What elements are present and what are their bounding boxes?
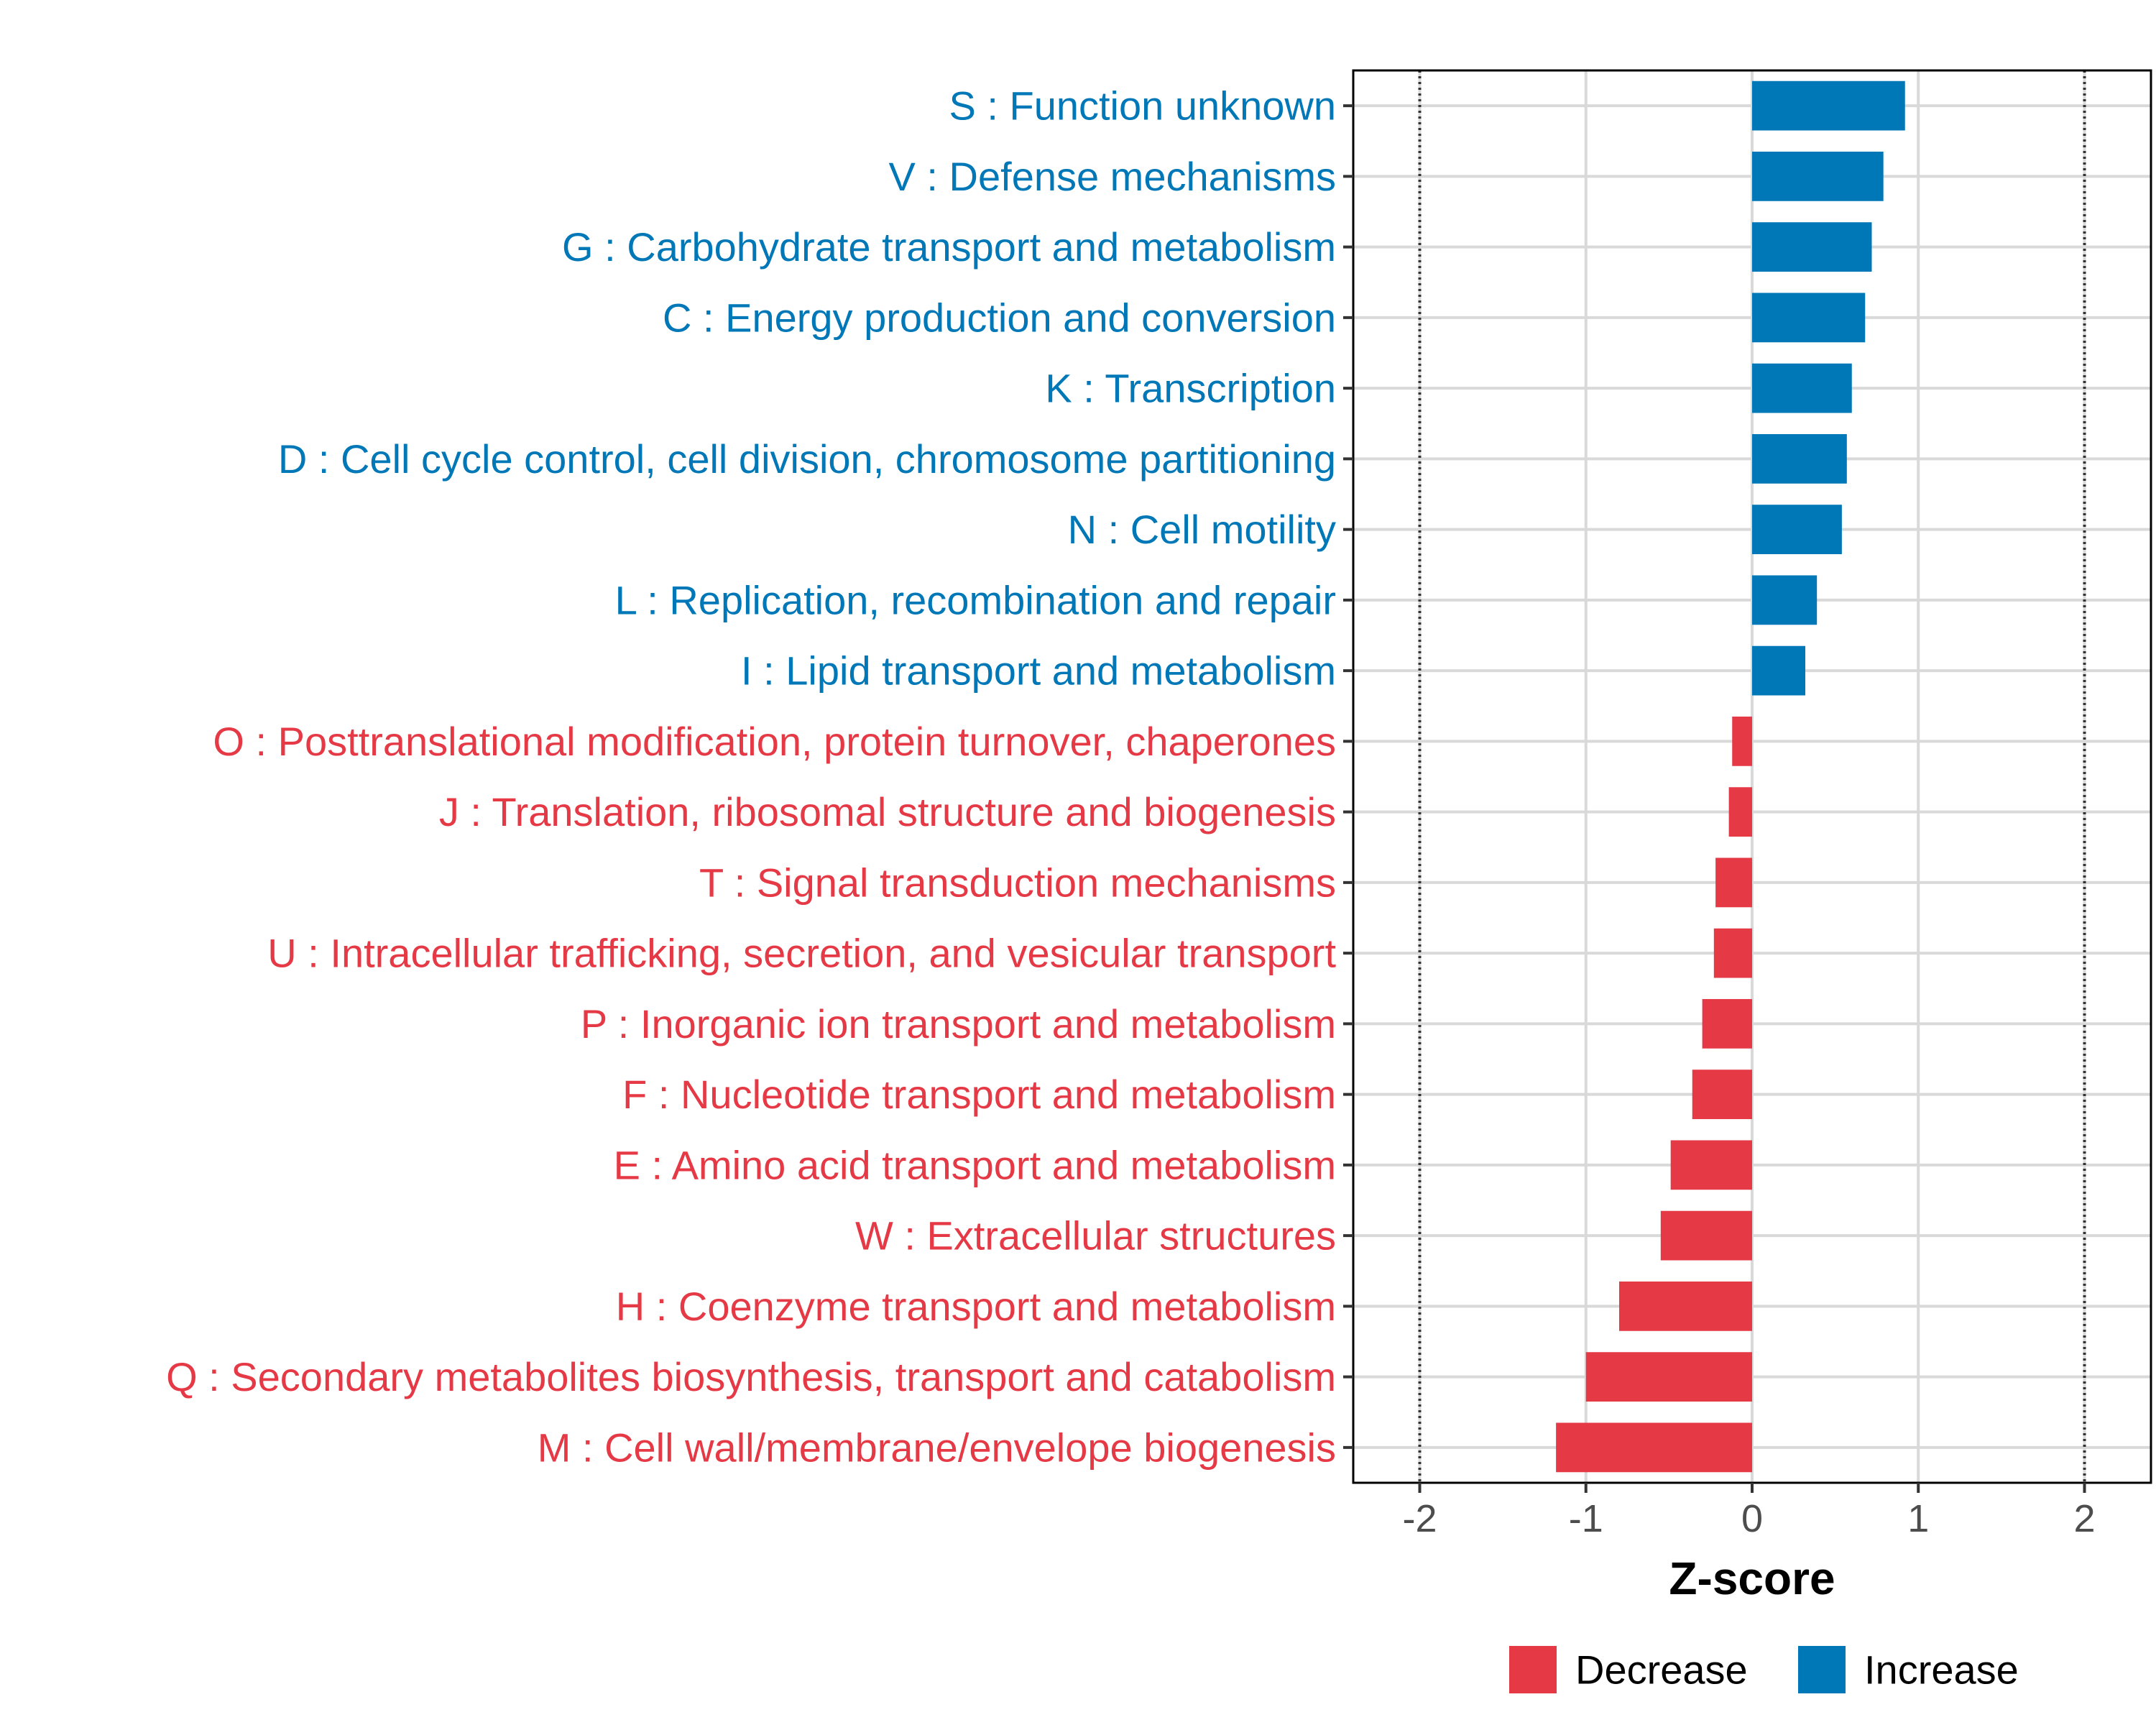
legend: Decrease Increase xyxy=(1509,1646,2019,1693)
legend-label-decrease: Decrease xyxy=(1575,1647,1748,1693)
x-axis: -2 -1 0 1 2 xyxy=(1402,1483,2096,1540)
category-label: Q : Secondary metabolites biosynthesis, … xyxy=(166,1354,1336,1399)
bar-increase xyxy=(1752,363,1852,413)
x-tick-label: -2 xyxy=(1402,1497,1437,1540)
category-label: U : Intracellular trafficking, secretion… xyxy=(267,931,1336,976)
legend-swatch-decrease xyxy=(1509,1646,1557,1693)
bar-decrease xyxy=(1702,998,1752,1049)
category-label: I : Lipid transport and metabolism xyxy=(741,648,1336,694)
x-tick-label: -1 xyxy=(1569,1497,1603,1540)
bar-decrease xyxy=(1692,1070,1752,1120)
category-label: D : Cell cycle control, cell division, c… xyxy=(278,436,1336,482)
category-label: L : Replication, recombination and repai… xyxy=(615,577,1336,622)
x-tick-label: 1 xyxy=(1907,1497,1929,1540)
bar-decrease xyxy=(1660,1210,1752,1261)
bar-increase xyxy=(1752,151,1884,201)
category-label: O : Posttranslational modification, prot… xyxy=(213,719,1336,764)
bar-decrease xyxy=(1670,1140,1752,1190)
bar-increase xyxy=(1752,433,1847,484)
category-label: N : Cell motility xyxy=(1068,507,1336,552)
bar-decrease xyxy=(1732,716,1752,766)
category-label: W : Extracellular structures xyxy=(855,1213,1336,1259)
category-label: H : Coenzyme transport and metabolism xyxy=(616,1284,1336,1329)
x-tick-label: 2 xyxy=(2073,1497,2095,1540)
bar-increase xyxy=(1752,645,1805,696)
category-label: G : Carbohydrate transport and metabolis… xyxy=(562,224,1336,270)
grid-layer xyxy=(1353,70,2151,1483)
category-label: S : Function unknown xyxy=(949,83,1336,129)
category-label: P : Inorganic ion transport and metaboli… xyxy=(581,1001,1336,1046)
bar-layer xyxy=(1556,80,1905,1473)
bar-increase xyxy=(1752,575,1818,625)
bar-decrease xyxy=(1713,928,1752,978)
x-tick-label: 0 xyxy=(1741,1497,1763,1540)
bar-increase xyxy=(1752,505,1842,555)
bar-decrease xyxy=(1728,787,1752,837)
category-label: F : Nucleotide transport and metabolism xyxy=(622,1072,1336,1117)
bar-increase xyxy=(1752,80,1905,131)
legend-swatch-increase xyxy=(1798,1646,1846,1693)
bar-decrease xyxy=(1619,1281,1752,1331)
y-axis: S : Function unknown V : Defense mechanis… xyxy=(166,83,1353,1470)
bar-increase xyxy=(1752,293,1866,343)
bar-decrease xyxy=(1715,857,1752,908)
category-label: T : Signal transduction mechanisms xyxy=(699,860,1336,905)
category-label: C : Energy production and conversion xyxy=(663,295,1336,340)
legend-label-increase: Increase xyxy=(1864,1647,2019,1693)
category-label: M : Cell wall/membrane/envelope biogenes… xyxy=(538,1425,1336,1470)
bar-decrease xyxy=(1556,1422,1752,1473)
category-label: K : Transcription xyxy=(1045,366,1336,411)
category-label: J : Translation, ribosomal structure and… xyxy=(439,789,1336,834)
bar-decrease xyxy=(1585,1352,1752,1402)
category-label: E : Amino acid transport and metabolism xyxy=(614,1142,1336,1187)
bar-increase xyxy=(1752,222,1872,272)
x-axis-title: Z-score xyxy=(1669,1552,1835,1604)
category-label: V : Defense mechanisms xyxy=(889,154,1336,199)
